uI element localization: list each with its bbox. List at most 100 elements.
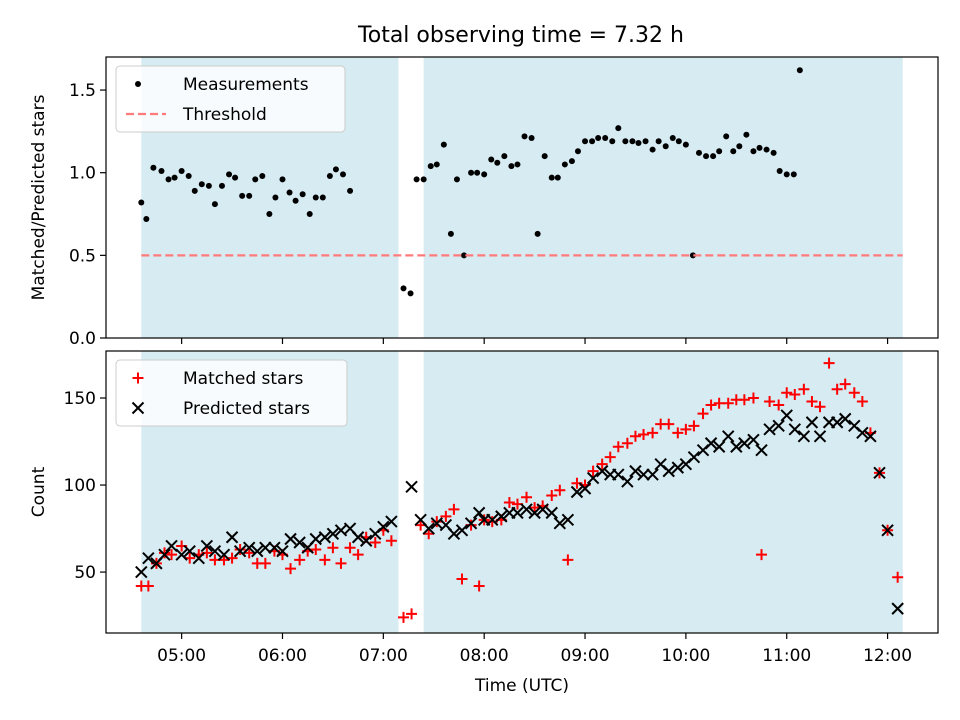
- data-point: [688, 420, 700, 432]
- data-point: [286, 189, 293, 196]
- data-point: [797, 430, 811, 443]
- data-point: [239, 192, 246, 199]
- x-tick-label: 10:00: [661, 646, 710, 666]
- data-point: [848, 387, 860, 399]
- data-point: [881, 524, 894, 537]
- data-point: [830, 416, 844, 429]
- data-point: [232, 174, 239, 181]
- data-point: [750, 148, 757, 155]
- data-point: [587, 465, 599, 477]
- data-point: [276, 544, 289, 558]
- data-point: [672, 427, 684, 439]
- data-point: [464, 517, 478, 530]
- data-point: [332, 166, 339, 173]
- data-point: [705, 399, 717, 411]
- data-point: [646, 468, 659, 481]
- axes-frame: [105, 350, 939, 634]
- data-point: [192, 551, 205, 565]
- y-tick-label: 150: [64, 389, 96, 409]
- x-tick-label: 07:00: [359, 646, 408, 666]
- data-point: [695, 149, 702, 156]
- data-point: [521, 133, 528, 140]
- y-tick-label: 0.5: [69, 246, 96, 266]
- data-point: [662, 143, 669, 150]
- data-point: [789, 389, 801, 401]
- data-point: [568, 158, 575, 165]
- legend-label: Predicted stars: [183, 399, 310, 419]
- data-point: [662, 464, 675, 478]
- data-point: [520, 503, 533, 516]
- data-point: [743, 131, 750, 138]
- data-point: [561, 513, 575, 527]
- data-point: [546, 489, 558, 501]
- data-point: [781, 387, 793, 399]
- data-point: [326, 527, 340, 540]
- data-point: [553, 517, 567, 530]
- y-tick-label: 100: [64, 476, 96, 496]
- data-point: [200, 539, 214, 553]
- data-point: [541, 153, 548, 160]
- x-tick-label: 08:00: [460, 646, 509, 666]
- data-point: [736, 143, 743, 150]
- data-point: [447, 527, 461, 540]
- y-tick-label: 0.0: [69, 329, 96, 349]
- data-point: [468, 169, 475, 176]
- data-point: [704, 437, 718, 450]
- data-point: [595, 134, 602, 141]
- data-point: [669, 134, 676, 141]
- data-point: [259, 541, 272, 554]
- data-point: [158, 168, 165, 175]
- data-point: [534, 230, 541, 237]
- data-point: [780, 409, 793, 422]
- data-point: [589, 138, 596, 145]
- legend-marker: [132, 372, 144, 384]
- y-tick-label: 1.5: [69, 81, 96, 101]
- data-point: [259, 557, 271, 569]
- x-tick-label: 11:00: [762, 646, 811, 666]
- data-point: [675, 138, 682, 145]
- data-point: [198, 181, 205, 188]
- data-point: [722, 430, 735, 443]
- data-point: [798, 383, 810, 395]
- data-point: [413, 176, 420, 183]
- data-point: [135, 565, 148, 579]
- data-point: [205, 182, 212, 189]
- data-point: [377, 520, 390, 534]
- data-point: [635, 139, 642, 146]
- data-point: [680, 423, 692, 435]
- data-point: [225, 531, 239, 544]
- data-point: [621, 437, 633, 449]
- data-point: [400, 285, 407, 292]
- data-point: [272, 194, 279, 201]
- y-axis-label: Count: [29, 466, 49, 517]
- data-point: [604, 451, 616, 463]
- data-point: [385, 535, 397, 547]
- data-point: [252, 176, 259, 183]
- data-point: [208, 544, 222, 558]
- x-tick-label: 05:00: [157, 646, 206, 666]
- data-point: [398, 611, 410, 623]
- data-point: [310, 543, 322, 555]
- series-measurements: [138, 67, 803, 297]
- data-point: [369, 536, 381, 548]
- data-point: [299, 191, 306, 198]
- data-point: [285, 563, 297, 575]
- data-point: [609, 138, 616, 145]
- data-point: [755, 444, 768, 457]
- data-point: [687, 450, 701, 464]
- data-point: [561, 161, 568, 168]
- data-point: [730, 148, 737, 155]
- data-point: [638, 429, 650, 441]
- data-point: [319, 194, 326, 201]
- data-point: [461, 252, 468, 259]
- data-point: [259, 173, 266, 180]
- data-point: [150, 164, 157, 171]
- data-point: [637, 468, 650, 481]
- data-point: [218, 554, 230, 566]
- data-point: [279, 176, 286, 183]
- data-point: [327, 542, 339, 554]
- data-point: [756, 144, 763, 151]
- data-point: [570, 485, 584, 499]
- data-point: [647, 427, 659, 439]
- data-point: [747, 433, 760, 446]
